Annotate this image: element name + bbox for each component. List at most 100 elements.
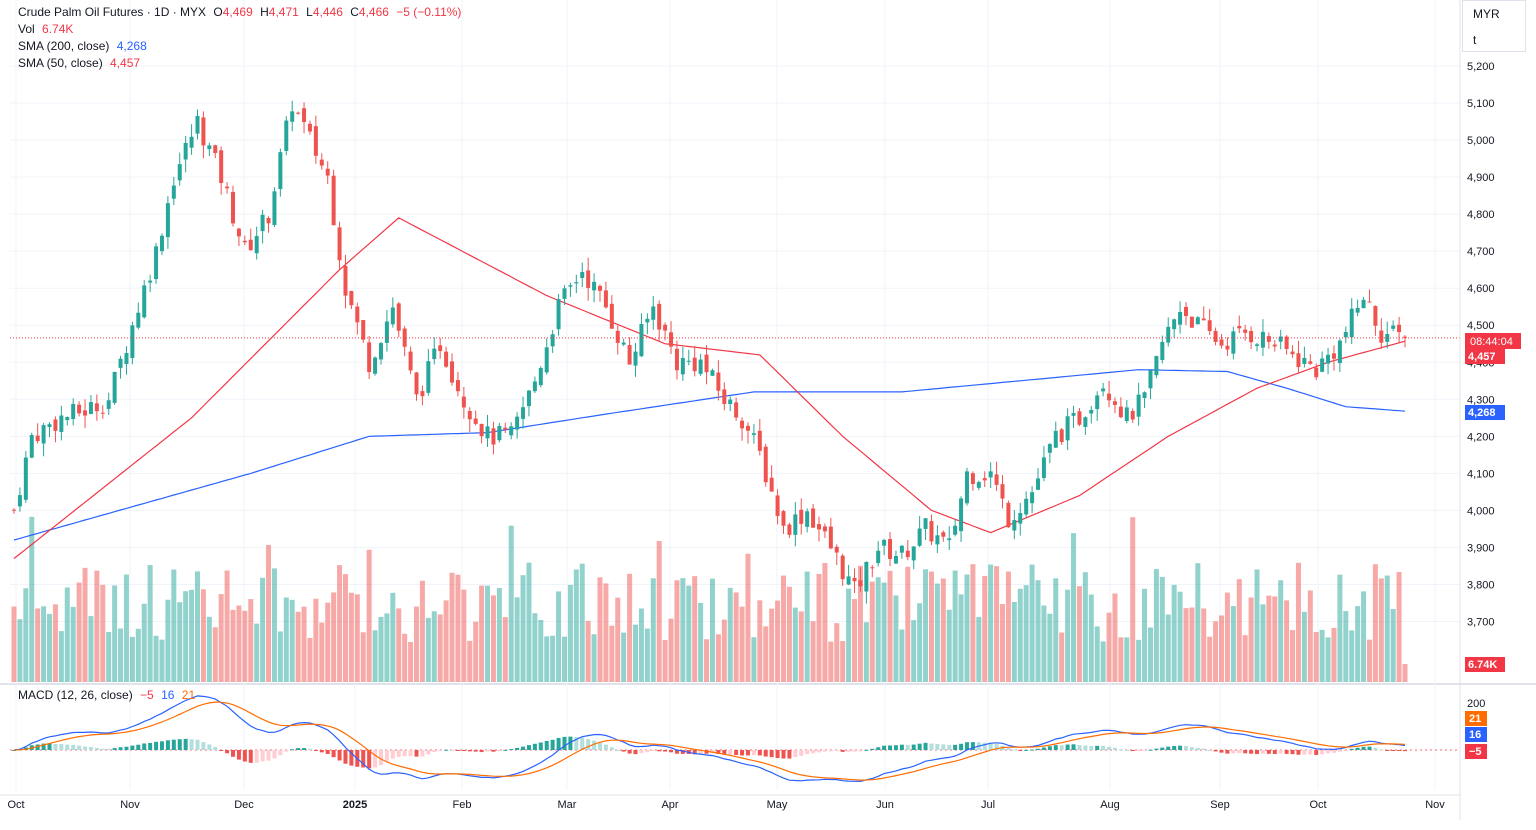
macd-hist-bar — [1101, 745, 1106, 750]
candle-body — [23, 457, 28, 500]
candle-body — [680, 358, 685, 375]
volume-bar — [733, 592, 739, 682]
volume-bar — [1076, 586, 1082, 682]
time-tick-label: Sep — [1210, 799, 1230, 811]
candle-body — [213, 145, 218, 154]
candle-body — [1095, 395, 1100, 410]
candle-body — [485, 426, 490, 439]
volume-bar — [218, 594, 224, 682]
volume-bar — [1402, 664, 1408, 682]
volume-bar — [1337, 574, 1343, 682]
volume-bar — [165, 599, 171, 682]
macd-hist-bar — [207, 744, 212, 750]
macd-hist-bar — [165, 740, 170, 750]
volume-bar — [455, 574, 461, 682]
macd-hist-bar — [970, 742, 975, 750]
candle-body — [278, 152, 283, 190]
volume-bar — [644, 628, 650, 682]
macd-hist-bar — [1107, 746, 1112, 750]
macd-hist-bar — [148, 743, 153, 750]
price-axis[interactable]: 3,7003,8003,9004,0004,1004,2004,3004,400… — [1459, 0, 1495, 820]
volume-badge-bg — [1465, 657, 1505, 672]
macd-hist-bar — [521, 746, 526, 750]
price-tick-label: 4,500 — [1467, 320, 1495, 332]
candle-body — [1373, 306, 1378, 326]
volume-bar — [1047, 613, 1053, 682]
volume-bar — [242, 610, 248, 682]
volume-bar — [627, 573, 633, 682]
volume-bar — [828, 641, 834, 682]
time-axis[interactable]: Oct Nov Dec 2025 Feb Mar Apr May Jun Jul Aug Sep Oct… — [7, 799, 1445, 811]
volume-bar — [769, 608, 775, 682]
candle-body — [1355, 307, 1360, 313]
volume-bar — [1177, 591, 1183, 682]
symbol-title[interactable]: Crude Palm Oil Futures · 1D · MYX — [18, 5, 207, 19]
candle-body — [574, 282, 579, 284]
candle-body — [787, 524, 792, 535]
macd-hist-bar — [1296, 750, 1301, 755]
candle-body — [260, 214, 265, 232]
macd-hist-bar — [124, 746, 129, 750]
candle-body — [408, 351, 413, 371]
volume-bar — [1349, 630, 1355, 682]
ohlc-legend[interactable]: Crude Palm Oil Futures · 1D · MYX O4,469… — [18, 4, 465, 21]
volume-bar — [171, 569, 177, 682]
price-scale-unit[interactable]: MYR t — [1462, 0, 1526, 52]
candle-body — [1154, 356, 1159, 376]
macd-hist-bar — [964, 742, 969, 750]
volume-bar — [893, 595, 899, 682]
candle-body — [414, 372, 419, 395]
macd-hist-bar — [1136, 750, 1141, 751]
sma200-legend[interactable]: SMA (200, close) 4,268 — [18, 38, 151, 55]
macd-hist-bar — [159, 741, 164, 750]
currency-label[interactable]: MYR — [1473, 7, 1500, 21]
macd-hist-bar — [1006, 748, 1011, 750]
macd-hist-bar — [941, 744, 946, 750]
macd-hist-bar — [1112, 747, 1117, 750]
volume-bar — [745, 553, 751, 682]
candle-body — [1225, 345, 1230, 350]
candle-body — [1124, 407, 1129, 421]
sma200-label: SMA (200, close) — [18, 39, 110, 53]
volume-bar — [1011, 602, 1017, 682]
candle-body — [1278, 336, 1283, 342]
volume-bar — [964, 574, 970, 682]
candle-body — [1237, 326, 1242, 329]
candle-body — [1065, 416, 1070, 441]
volume-bar — [58, 631, 64, 682]
volume-bar — [709, 578, 715, 682]
candle-body — [355, 306, 360, 323]
volume-legend[interactable]: Vol 6.74K — [18, 21, 77, 38]
candle-body — [627, 345, 632, 365]
volume-bar — [1272, 596, 1278, 682]
candle-body — [1136, 394, 1141, 417]
volume-bar — [633, 624, 639, 682]
high-value: 4,471 — [268, 5, 299, 19]
candle-body — [142, 285, 147, 318]
candle-body — [71, 403, 76, 420]
macd-top-tick: 200 — [1467, 698, 1485, 710]
time-tick-label: Mar — [558, 799, 577, 811]
volume-bar — [1378, 578, 1384, 682]
macd-hist-bar — [1053, 745, 1058, 750]
candle-body — [1266, 336, 1271, 342]
candle-body — [769, 477, 774, 492]
macd-hist-bar — [1018, 750, 1023, 751]
candle-body — [1201, 318, 1206, 321]
volume-bar — [100, 584, 106, 682]
time-tick-label: Apr — [661, 799, 678, 811]
volume-bar — [206, 616, 212, 682]
volume-bar — [1313, 632, 1319, 682]
macd-hist-bar — [278, 750, 283, 756]
macd-hist-bar — [491, 750, 496, 752]
macd-legend[interactable]: MACD (12, 26, close) −5 16 21 — [18, 687, 199, 704]
candle-body — [112, 371, 117, 403]
unit-label[interactable]: t — [1473, 33, 1477, 47]
candle-body — [1326, 354, 1331, 364]
candle-body — [284, 120, 289, 151]
candle-body — [888, 539, 893, 559]
macd-hist-bar — [1302, 750, 1307, 755]
macd-hist-bar — [876, 747, 881, 750]
sma50-legend[interactable]: SMA (50, close) 4,457 — [18, 55, 144, 72]
